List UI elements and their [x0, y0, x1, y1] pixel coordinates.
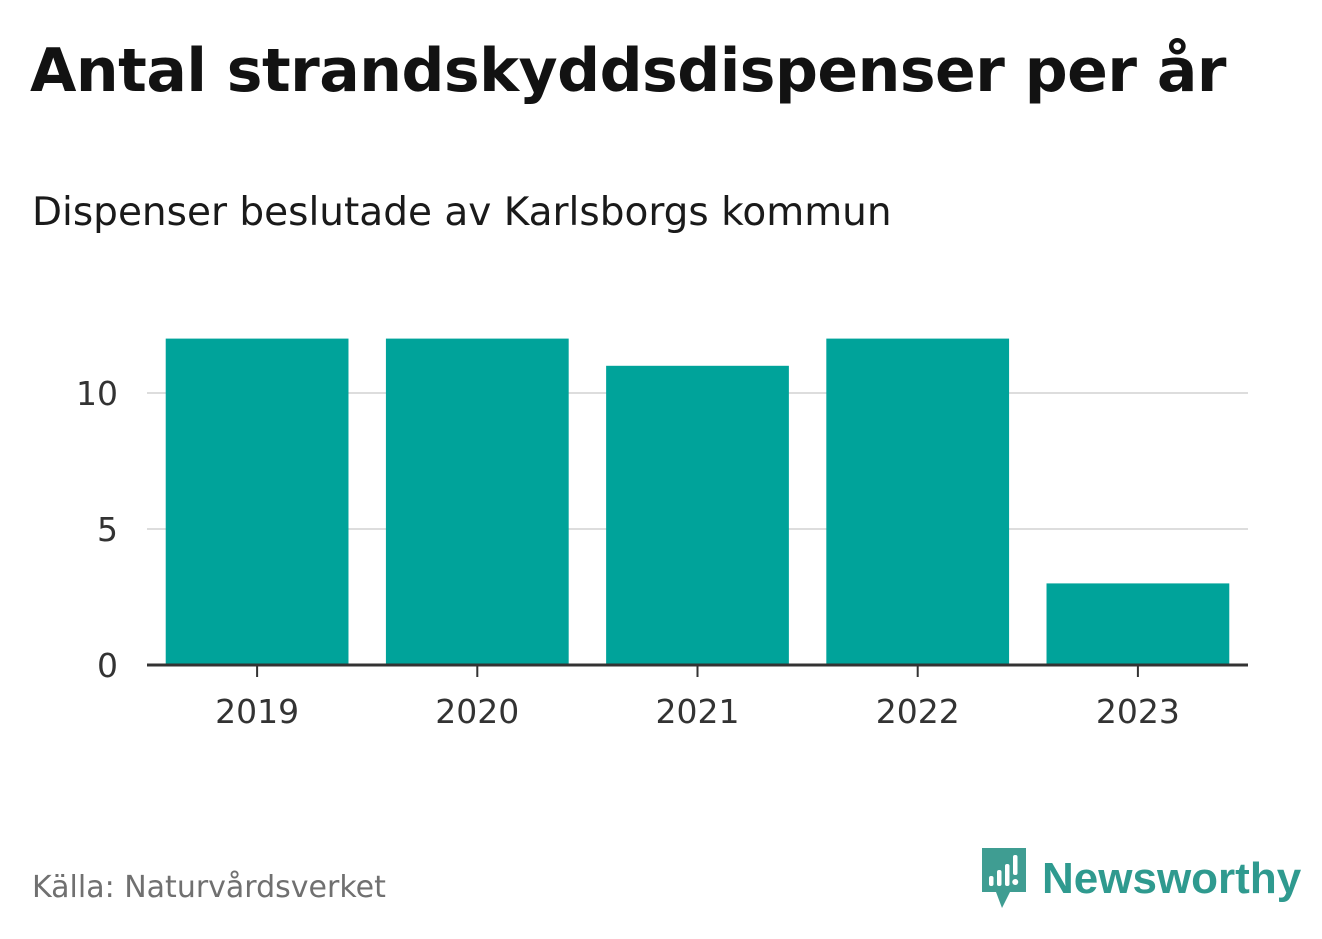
x-tick-label: 2020: [435, 692, 519, 731]
brand-name: Newsworthy: [1042, 854, 1302, 903]
y-tick-label: 10: [76, 374, 118, 413]
chart-subtitle: Dispenser beslutade av Karlsborgs kommun: [32, 190, 892, 235]
bars: [165, 338, 1230, 665]
newsworthy-logo-icon: [982, 848, 1026, 908]
brand-logo: Newsworthy: [980, 848, 1301, 910]
y-tick-label: 5: [97, 510, 118, 549]
bar-2023: [1046, 583, 1230, 665]
x-tick-label: 2023: [1096, 692, 1180, 731]
x-tick-label: 2022: [876, 692, 960, 731]
bar-2019: [165, 338, 349, 665]
bar-chart: 0 5 10 2019 2020 2021 2022 2023: [76, 338, 1248, 731]
axes: 0 5 10 2019 2020 2021 2022 2023: [76, 374, 1248, 731]
chart-title: Antal strandskyddsdispenser per år: [30, 36, 1226, 106]
source-note: Källa: Naturvårdsverket: [32, 870, 386, 905]
y-tick-label: 0: [97, 646, 118, 685]
x-tick-label: 2019: [215, 692, 299, 731]
bar-2020: [385, 338, 569, 665]
x-tick-label: 2021: [656, 692, 740, 731]
bar-2022: [826, 338, 1010, 665]
bar-2021: [606, 365, 789, 665]
